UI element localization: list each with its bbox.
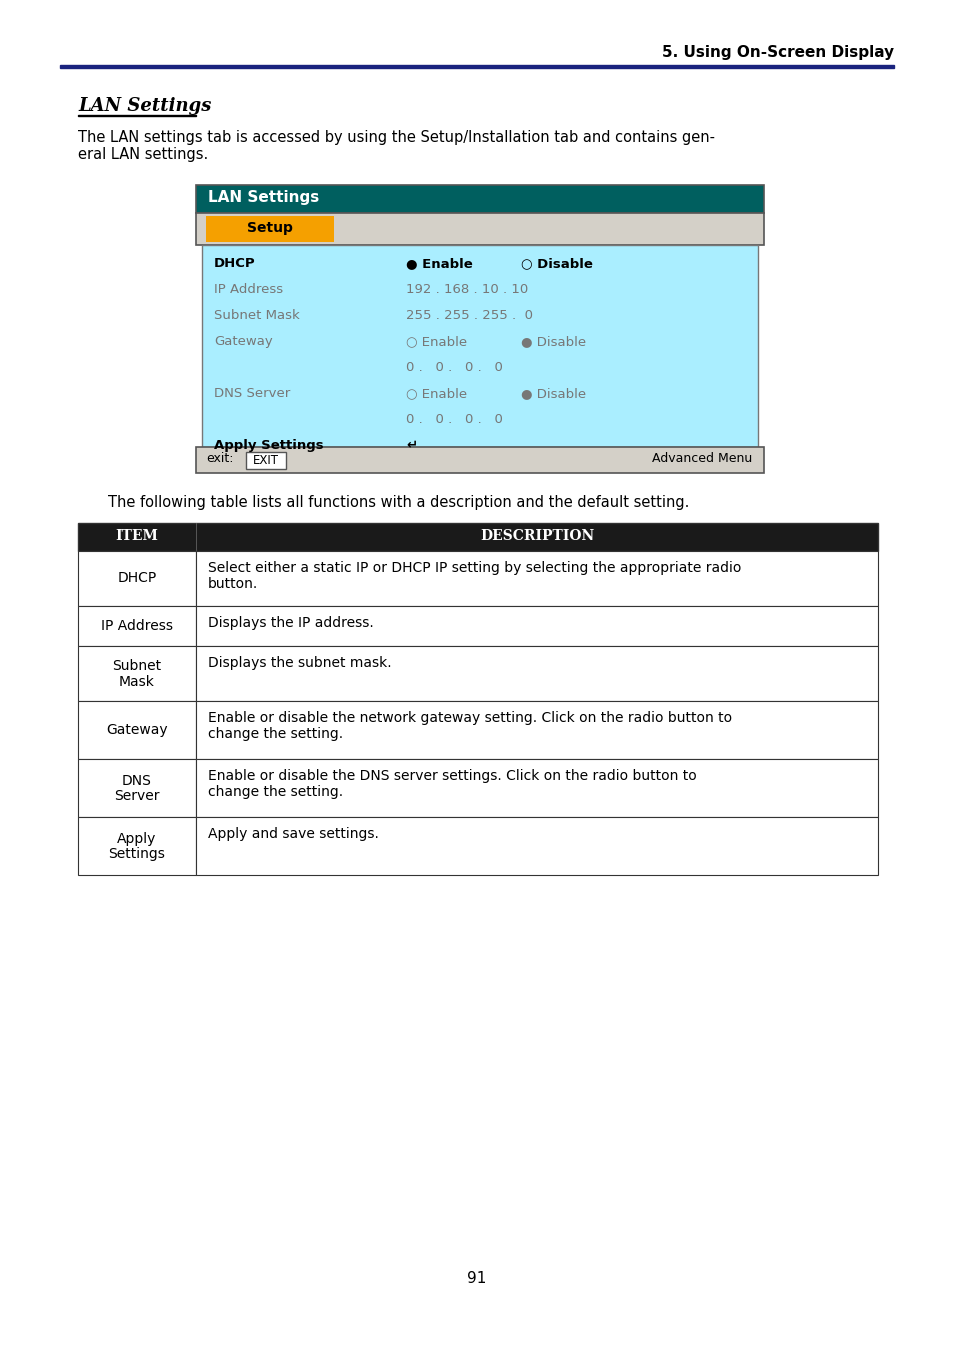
Text: Enable or disable the network gateway setting. Click on the radio button to: Enable or disable the network gateway se… [208,711,731,724]
Text: Enable or disable the DNS server settings. Click on the radio button to: Enable or disable the DNS server setting… [208,769,696,782]
Bar [246,452,286,469]
Text: 5. Using On-Screen Display: 5. Using On-Screen Display [661,45,893,59]
Text: Gateway: Gateway [213,335,273,348]
Text: Gateway: Gateway [106,723,168,737]
Text: ○ Disable: ○ Disable [520,258,592,270]
Bar [195,759,877,817]
Text: 192 . 168 . 10 . 10: 192 . 168 . 10 . 10 [406,283,528,295]
Text: 255 . 255 . 255 .  0: 255 . 255 . 255 . 0 [406,309,533,322]
Bar [195,817,877,876]
Text: 0 .   0 .   0 .   0: 0 . 0 . 0 . 0 [406,362,502,374]
Text: 91: 91 [467,1271,486,1286]
Text: DHCP: DHCP [117,572,156,585]
Text: button.: button. [208,577,258,591]
Bar [78,701,195,759]
Bar [195,213,763,246]
Text: Subnet Mask: Subnet Mask [213,309,299,322]
Bar [195,606,877,646]
Text: exit:: exit: [206,452,233,465]
Text: Setup: Setup [247,221,293,235]
Bar [78,606,195,646]
Bar [78,759,195,817]
Text: The LAN settings tab is accessed by using the Setup/Installation tab and contain: The LAN settings tab is accessed by usin… [78,130,714,144]
Text: IP Address: IP Address [101,619,172,633]
Bar [202,246,758,447]
Text: ● Enable: ● Enable [406,258,473,270]
Text: LAN Settings: LAN Settings [208,190,319,205]
Text: 0 .   0 .   0 .   0: 0 . 0 . 0 . 0 [406,413,502,426]
Text: Apply Settings: Apply Settings [213,438,323,452]
Text: Displays the IP address.: Displays the IP address. [208,616,374,630]
Text: change the setting.: change the setting. [208,727,343,741]
Text: Subnet: Subnet [112,660,161,673]
Bar [195,550,877,606]
Text: EXIT: EXIT [253,455,278,467]
Text: Advanced Menu: Advanced Menu [651,452,751,465]
Text: IP Address: IP Address [213,283,283,295]
Bar [78,550,195,606]
Text: Displays the subnet mask.: Displays the subnet mask. [208,656,392,670]
Text: Settings: Settings [109,847,165,861]
Text: ● Disable: ● Disable [520,387,585,401]
Text: Mask: Mask [119,674,154,688]
Text: LAN Settings: LAN Settings [78,97,212,115]
Text: The following table lists all functions with a description and the default setti: The following table lists all functions … [108,495,689,510]
Text: eral LAN settings.: eral LAN settings. [78,147,208,162]
Text: DHCP: DHCP [213,258,255,270]
Text: DNS Server: DNS Server [213,387,290,401]
Bar [195,447,763,473]
Bar [78,115,195,116]
Text: DNS: DNS [122,774,152,788]
Bar [78,817,195,876]
Text: ○ Enable: ○ Enable [406,387,467,401]
Text: Apply: Apply [117,832,156,846]
Bar [78,646,195,701]
Text: change the setting.: change the setting. [208,785,343,799]
Bar [195,185,763,213]
Text: Server: Server [114,789,159,803]
Bar [195,646,877,701]
Text: ○ Enable: ○ Enable [406,335,467,348]
Text: Select either a static IP or DHCP IP setting by selecting the appropriate radio: Select either a static IP or DHCP IP set… [208,561,740,575]
Text: ● Disable: ● Disable [520,335,585,348]
Text: Apply and save settings.: Apply and save settings. [208,827,378,840]
Bar [206,216,334,241]
Text: DESCRIPTION: DESCRIPTION [479,529,594,544]
Bar [195,523,197,550]
Bar [195,701,877,759]
Text: ↵: ↵ [406,438,416,452]
Text: ITEM: ITEM [115,529,158,544]
Bar [78,523,877,550]
Bar [60,65,893,67]
